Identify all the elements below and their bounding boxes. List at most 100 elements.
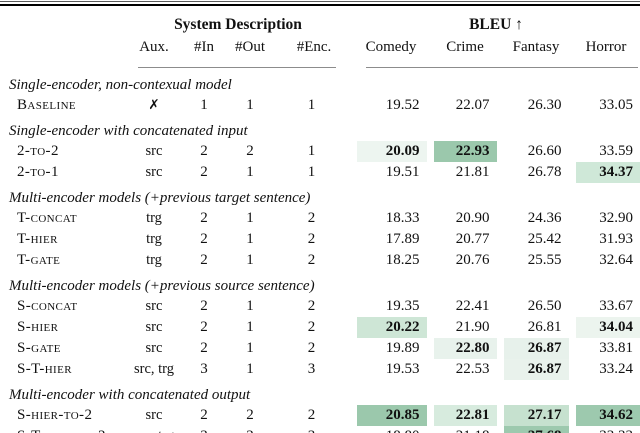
score-cell: 33.33 xyxy=(568,426,640,433)
score-cell: 22.41 xyxy=(426,296,500,317)
score-cell: 21.90 xyxy=(426,317,500,338)
score-cell: 26.87 xyxy=(496,338,572,359)
col-header-aux: Aux. xyxy=(139,38,169,55)
num-out-cell: 2 xyxy=(224,426,276,433)
header-spacer xyxy=(0,35,124,59)
model-row: 2-to-1 src 2 1 1 19.51 21.81 26.78 34.37 xyxy=(0,162,640,183)
col-header-horror: Horror xyxy=(585,38,627,55)
model-name-cell: S-gate xyxy=(17,340,61,356)
score-cell: 17.89 xyxy=(347,229,430,250)
score-cell: 21.81 xyxy=(426,162,500,183)
model-row: S-concat src 2 1 2 19.35 22.41 26.50 33.67 xyxy=(0,296,640,317)
score-cell: 20.09 xyxy=(347,141,430,162)
model-row: Baseline ✗ 1 1 1 19.52 22.07 26.30 33.05 xyxy=(0,95,640,116)
header-midrule-row xyxy=(0,59,640,70)
score-cell: 26.81 xyxy=(496,317,572,338)
section-title: Multi-encoder models (+previous target s… xyxy=(9,189,311,206)
score-cell: 24.36 xyxy=(496,208,572,229)
header-spacer xyxy=(0,6,124,35)
score-cell: 31.93 xyxy=(568,229,640,250)
score-cell: 20.76 xyxy=(426,250,500,271)
num-enc-cell: 2 xyxy=(307,210,316,226)
score-cell: 26.50 xyxy=(496,296,572,317)
score-cell: 22.93 xyxy=(426,141,500,162)
table-top-rule xyxy=(0,1,640,6)
model-name-cell: S-hier xyxy=(17,319,59,335)
aux-cell: src xyxy=(145,340,163,356)
num-enc-cell: 2 xyxy=(307,252,316,268)
num-in-cell: 2 xyxy=(200,319,208,335)
score-cell: 34.62 xyxy=(568,405,640,426)
model-row: 2-to-2 src 2 2 1 20.09 22.93 26.60 33.59 xyxy=(0,141,640,162)
num-in-cell: 2 xyxy=(200,143,208,159)
score-cell: 20.90 xyxy=(426,208,500,229)
num-in-cell: 2 xyxy=(200,231,208,247)
num-out-cell: 1 xyxy=(246,319,254,335)
num-in-cell: 2 xyxy=(200,340,208,356)
header-sub-row: Aux. #In #Out #Enc. Comedy Crime Fantasy… xyxy=(0,35,640,59)
num-out-cell: 2 xyxy=(246,407,254,423)
score-cell: 27.68 xyxy=(496,426,572,433)
section-title: Multi-encoder models (+previous source s… xyxy=(9,277,315,294)
score-cell: 18.80 xyxy=(347,426,430,433)
aux-cell: ✗ xyxy=(124,95,184,116)
col-header-num-enc: #Enc. xyxy=(296,38,332,55)
model-row: S-T-hier src, trg 3 1 3 19.53 22.53 26.87 33.24 xyxy=(0,359,640,380)
num-enc-cell: 2 xyxy=(307,340,316,356)
score-cell: 32.64 xyxy=(568,250,640,271)
score-cell: 25.42 xyxy=(496,229,572,250)
num-out-cell: 1 xyxy=(246,97,254,113)
num-in-cell: 2 xyxy=(200,252,208,268)
aux-cell: src xyxy=(145,143,163,159)
score-cell: 22.80 xyxy=(426,338,500,359)
score-cell: 22.53 xyxy=(426,359,500,380)
num-enc-cell: 1 xyxy=(307,143,316,159)
num-enc-cell: 3 xyxy=(276,426,352,433)
score-cell: 22.81 xyxy=(426,405,500,426)
col-header-num-in: #In xyxy=(194,38,214,55)
num-enc-cell: 2 xyxy=(307,298,316,314)
num-out-cell: 1 xyxy=(246,164,254,180)
model-row: T-concat trg 2 1 2 18.33 20.90 24.36 32.90 xyxy=(0,208,640,229)
score-cell: 20.22 xyxy=(347,317,430,338)
num-in-cell: 3 xyxy=(200,361,208,377)
score-cell: 33.81 xyxy=(568,338,640,359)
num-enc-cell: 2 xyxy=(307,407,316,423)
score-cell: 26.78 xyxy=(496,162,572,183)
num-out-cell: 1 xyxy=(246,210,254,226)
num-enc-cell: 1 xyxy=(307,97,316,113)
score-cell: 34.04 xyxy=(568,317,640,338)
section-title: Single-encoder, non-contexual model xyxy=(9,76,232,93)
model-name-cell: 2-to-1 xyxy=(17,164,59,180)
num-enc-cell: 2 xyxy=(307,231,316,247)
num-enc-cell: 1 xyxy=(307,164,316,180)
model-row: T-gate trg 2 1 2 18.25 20.76 25.55 32.64 xyxy=(0,250,640,271)
score-cell: 32.90 xyxy=(568,208,640,229)
section-header-row: Single-encoder with concatenated input xyxy=(0,116,640,141)
model-name-cell: S-T-hier xyxy=(17,361,72,377)
score-cell: 26.87 xyxy=(496,359,572,380)
num-out-cell: 1 xyxy=(246,252,254,268)
model-name-cell: 2-to-2 xyxy=(17,143,59,159)
num-out-cell: 1 xyxy=(246,298,254,314)
num-in-cell: 3 xyxy=(184,426,224,433)
score-cell: 19.35 xyxy=(347,296,430,317)
col-header-num-out: #Out xyxy=(235,38,265,55)
table-body: Single-encoder, non-contexual model Basel… xyxy=(0,70,640,433)
score-cell: 19.89 xyxy=(347,338,430,359)
aux-cell: src xyxy=(145,319,163,335)
score-cell: 18.25 xyxy=(347,250,430,271)
num-in-cell: 2 xyxy=(200,298,208,314)
section-header-row: Single-encoder, non-contexual model xyxy=(0,70,640,95)
section-header-row: Multi-encoder with concatenated output xyxy=(0,380,640,405)
aux-cell: src xyxy=(145,164,163,180)
model-name-cell: S-hier-to-2 xyxy=(17,407,93,423)
model-name-cell: T-gate xyxy=(17,252,61,268)
x-mark-icon: ✗ xyxy=(148,97,160,113)
score-cell: 33.67 xyxy=(568,296,640,317)
header-bleu: BLEU ↑ xyxy=(469,16,523,33)
col-header-crime: Crime xyxy=(446,38,484,55)
score-cell: 18.33 xyxy=(347,208,430,229)
num-out-cell: 1 xyxy=(246,361,254,377)
